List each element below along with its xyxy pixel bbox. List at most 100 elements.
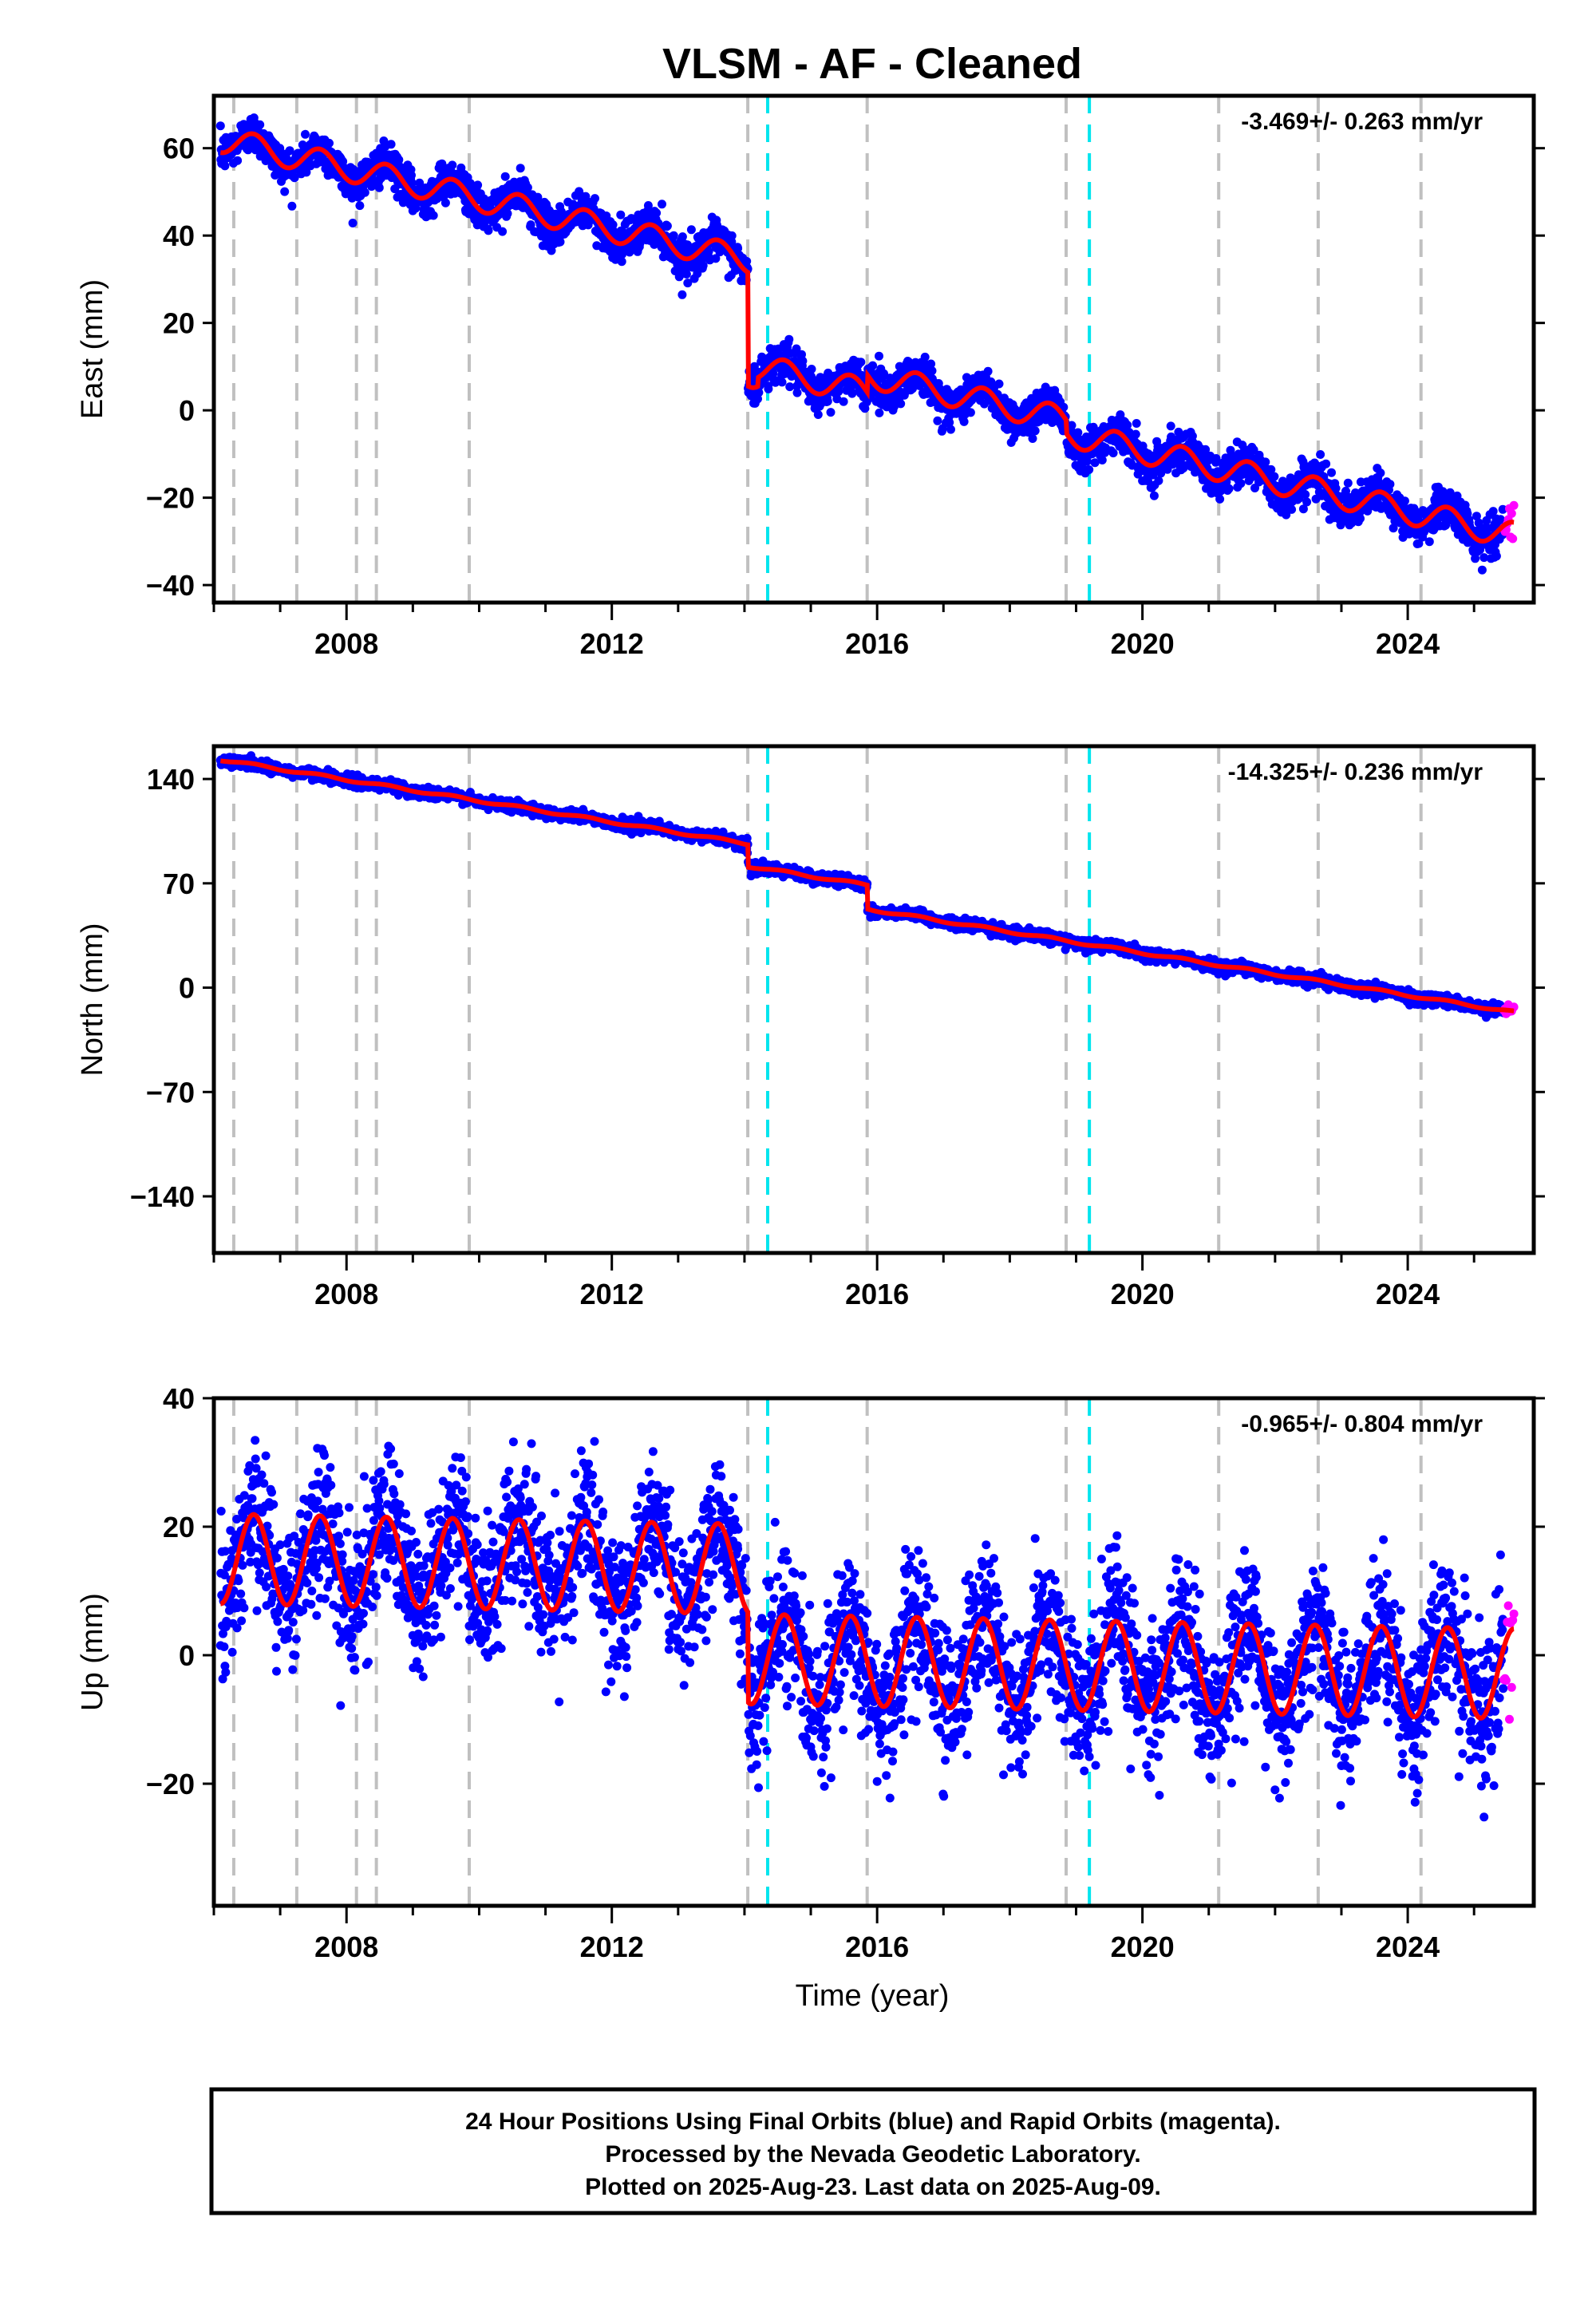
data-point: [1471, 554, 1480, 563]
x-tick-label: 2012: [580, 627, 644, 660]
data-point: [920, 352, 930, 362]
data-point: [889, 402, 899, 412]
data-point: [1236, 479, 1246, 488]
data-point: [1282, 510, 1291, 520]
data-point: [290, 173, 299, 183]
data-point: [1472, 512, 1481, 521]
data-point: [777, 377, 787, 387]
y-tick-label: 0: [179, 394, 195, 427]
data-point: [1316, 450, 1325, 459]
data-point: [1507, 508, 1516, 518]
data-point: [1343, 478, 1353, 488]
data-point: [683, 279, 693, 288]
data-point: [1144, 476, 1152, 486]
data-point: [792, 388, 802, 397]
data-point: [1491, 551, 1501, 561]
data-point: [407, 178, 417, 188]
data-point: [220, 161, 230, 171]
data-point: [1321, 459, 1331, 468]
x-tick-label: 2020: [1111, 627, 1175, 660]
data-point: [394, 155, 404, 164]
data-point: [927, 366, 937, 376]
data-point: [678, 290, 687, 299]
data-point: [407, 171, 416, 180]
data-point: [1479, 553, 1489, 563]
data-point: [915, 381, 924, 390]
data-point: [360, 188, 369, 197]
data-point: [733, 243, 743, 253]
data-point: [945, 417, 954, 427]
data-point: [1034, 417, 1044, 426]
data-point: [287, 201, 297, 211]
data-point: [983, 366, 993, 376]
data-point: [1327, 468, 1336, 477]
data-point: [374, 183, 384, 192]
data-point: [1082, 456, 1092, 466]
data-point: [1249, 445, 1258, 455]
data-point: [823, 397, 832, 406]
data-point: [338, 156, 348, 166]
y-tick-label: −20: [146, 482, 195, 515]
data-point: [1270, 472, 1279, 481]
data-point: [498, 227, 508, 236]
data-point: [516, 164, 525, 173]
data-point: [704, 247, 713, 256]
data-point: [1298, 504, 1308, 514]
data-point: [484, 226, 493, 235]
y-tick-label: −40: [146, 569, 195, 602]
data-point: [896, 399, 906, 409]
data-point: [233, 156, 243, 165]
data-point: [555, 237, 565, 247]
data-point: [1201, 445, 1211, 454]
data-point: [1097, 456, 1107, 464]
figure-title: VLSM - AF - Cleaned: [662, 40, 1082, 88]
data-point: [591, 194, 599, 204]
data-point: [847, 389, 857, 398]
data-point: [1302, 497, 1312, 507]
data-point: [1166, 421, 1175, 431]
data-point: [768, 369, 778, 378]
data-point: [785, 382, 795, 392]
data-point: [1132, 419, 1141, 428]
data-point: [658, 200, 666, 209]
data-point: [856, 358, 866, 367]
data-point: [754, 388, 764, 397]
data-point: [1477, 565, 1487, 575]
data-point: [946, 425, 955, 434]
velocity-rate-label: -3.469+/- 0.263 mm/yr: [1241, 109, 1483, 135]
data-point: [1148, 470, 1158, 480]
data-point: [1108, 449, 1118, 458]
data-point: [652, 208, 662, 218]
data-point: [875, 408, 884, 417]
data-point: [1266, 464, 1276, 474]
final-orbits-points: [215, 113, 1509, 575]
data-point: [1030, 426, 1040, 436]
data-point: [826, 408, 836, 417]
data-point: [807, 365, 816, 373]
data-point: [1389, 524, 1398, 533]
data-point: [1414, 539, 1424, 548]
data-point: [1287, 504, 1297, 514]
data-point: [1488, 507, 1498, 516]
data-point: [1154, 476, 1163, 485]
data-point: [875, 351, 883, 361]
data-point: [302, 168, 311, 177]
data-point: [1331, 484, 1341, 493]
data-point: [1084, 465, 1094, 474]
data-point: [1224, 484, 1234, 493]
data-point: [1123, 421, 1132, 430]
data-point: [926, 359, 936, 369]
data-point: [1424, 537, 1434, 547]
data-point: [1341, 486, 1350, 496]
data-point: [784, 334, 794, 344]
data-point: [1356, 514, 1365, 524]
data-point: [662, 221, 672, 231]
data-point: [797, 350, 806, 359]
data-point: [1301, 490, 1310, 500]
data-point: [280, 187, 290, 196]
data-point: [429, 211, 438, 220]
data-point: [798, 356, 808, 366]
data-point: [1215, 494, 1225, 504]
data-point: [1131, 429, 1140, 439]
